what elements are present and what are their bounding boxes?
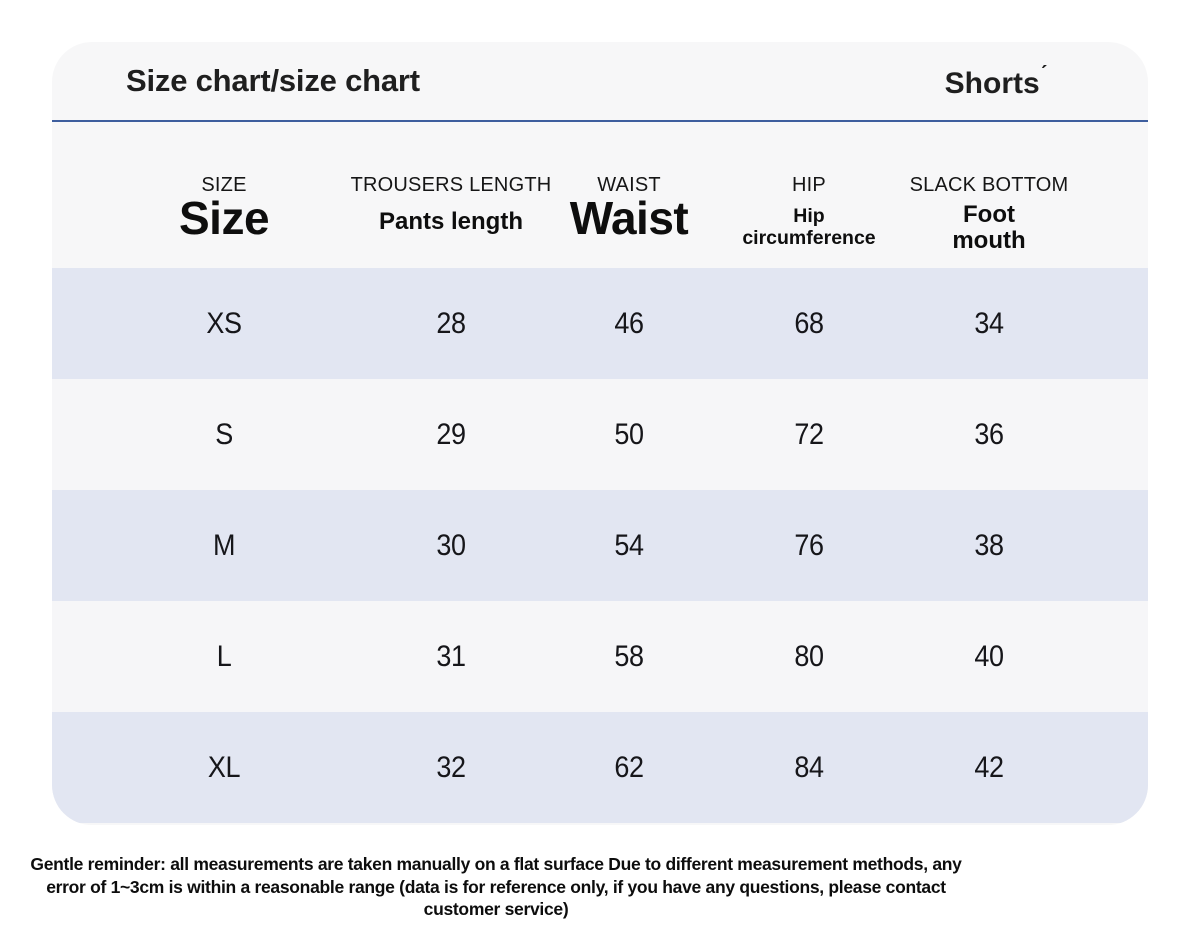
product-accent-mark: ˊ <box>1040 61 1048 86</box>
cell-xs-size: XS <box>206 306 242 340</box>
column-header-slack-bottom-label: Foot mouth <box>952 201 1026 255</box>
column-header-slack-bottom: SLACK BOTTOM Foot mouth <box>910 122 1069 268</box>
table-row-xl: XL 32 62 84 42 <box>52 712 1148 823</box>
cell-s-waist: 50 <box>614 417 644 451</box>
column-header-waist-label: Waist <box>569 192 689 244</box>
cell-xs-slack-bottom: 34 <box>974 306 1004 340</box>
product-name-label: Shorts <box>944 67 1040 100</box>
table-row-xs: XS 28 46 68 34 <box>52 268 1148 379</box>
column-header-trousers-length: TROUSERS LENGTH Pants length <box>351 122 552 268</box>
column-header-hip: HIP Hip circumference <box>734 122 884 268</box>
page-title: Size chart/size chart <box>126 63 420 98</box>
cell-xs-trousers-length: 28 <box>436 306 466 340</box>
column-header-waist-caps: WAIST <box>597 174 661 196</box>
table-header-row: SIZE Size TROUSERS LENGTH Pants length W… <box>52 122 1148 268</box>
card-header: Size chart/size chart Shortsˊ <box>52 42 1148 122</box>
column-header-trousers-length-label: Pants length <box>378 208 523 235</box>
table-row-l: L 31 58 80 40 <box>52 601 1148 712</box>
column-header-size-caps: SIZE <box>201 174 247 196</box>
column-header-hip-label: Hip circumference <box>742 205 876 250</box>
cell-l-waist: 58 <box>614 639 644 673</box>
product-name: Shortsˊ <box>945 61 1048 101</box>
cell-xl-waist: 62 <box>614 750 644 784</box>
cell-l-trousers-length: 31 <box>436 639 466 673</box>
table-body: XS 28 46 68 34 S 29 50 72 36 M 30 54 76 … <box>52 268 1148 823</box>
cell-xs-waist: 46 <box>614 306 644 340</box>
cell-s-trousers-length: 29 <box>436 417 466 451</box>
cell-m-slack-bottom: 38 <box>974 528 1004 562</box>
column-header-slack-bottom-caps: SLACK BOTTOM <box>909 174 1069 196</box>
cell-l-slack-bottom: 40 <box>974 639 1004 673</box>
column-header-hip-caps: HIP <box>792 174 826 196</box>
size-chart-card: Size chart/size chart Shortsˊ SIZE Size … <box>52 42 1148 825</box>
cell-m-trousers-length: 30 <box>436 528 466 562</box>
cell-s-size: S <box>215 417 233 451</box>
cell-xl-size: XL <box>207 750 241 784</box>
table-row-s: S 29 50 72 36 <box>52 379 1148 490</box>
cell-xs-hip: 68 <box>794 306 824 340</box>
table-row-m: M 30 54 76 38 <box>52 490 1148 601</box>
cell-m-hip: 76 <box>794 528 824 562</box>
column-header-size: SIZE Size <box>178 122 270 268</box>
column-header-waist: WAIST Waist <box>569 122 689 268</box>
cell-l-hip: 80 <box>794 639 824 673</box>
reminder-note: Gentle reminder: all measurements are ta… <box>30 854 962 919</box>
cell-l-size: L <box>216 639 232 673</box>
cell-m-waist: 54 <box>614 528 644 562</box>
cell-s-slack-bottom: 36 <box>974 417 1004 451</box>
cell-xl-slack-bottom: 42 <box>974 750 1004 784</box>
cell-xl-hip: 84 <box>794 750 824 784</box>
column-header-trousers-length-caps: TROUSERS LENGTH <box>350 174 552 196</box>
cell-s-hip: 72 <box>794 417 824 451</box>
cell-m-size: M <box>212 528 236 562</box>
cell-xl-trousers-length: 32 <box>436 750 466 784</box>
column-header-size-label: Size <box>178 192 270 244</box>
